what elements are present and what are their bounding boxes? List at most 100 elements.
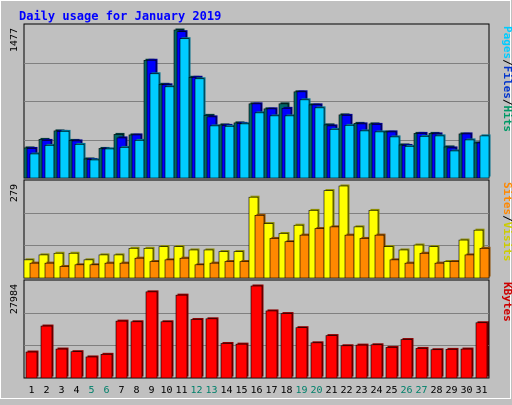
bar-pages bbox=[59, 131, 70, 179]
bar-sites bbox=[44, 262, 55, 279]
day-label: 24 bbox=[370, 385, 382, 396]
bar-sites bbox=[74, 264, 85, 279]
day-label: 11 bbox=[175, 385, 187, 396]
day-label: 7 bbox=[118, 385, 124, 396]
bar-pages bbox=[374, 131, 385, 179]
panel-max-value-label: 279 bbox=[9, 184, 20, 202]
panel-legend: Sites/Visits bbox=[501, 182, 512, 262]
panel-3: 27984 KBytes bbox=[9, 279, 512, 379]
bar-kbytes bbox=[175, 294, 188, 379]
day-label: 22 bbox=[340, 385, 352, 396]
bar-kbytes bbox=[430, 349, 443, 379]
bar-kbytes bbox=[475, 322, 488, 379]
legend-label: Sites bbox=[501, 182, 512, 215]
bar-kbytes bbox=[160, 321, 173, 379]
x-axis-day-labels: 1 2 3 4 5 6 7 8 9 10 11 12 13 14 15 16 17 18 19 20 21 22 23 24 2… bbox=[28, 385, 487, 396]
bar-pages bbox=[269, 115, 280, 179]
bar-sites bbox=[164, 259, 175, 279]
day-label: 28 bbox=[430, 385, 442, 396]
day-label: 15 bbox=[235, 385, 247, 396]
bar-sites bbox=[89, 264, 100, 279]
bar-kbytes bbox=[25, 351, 38, 379]
panel-2: 279 Sites/Visits bbox=[9, 179, 512, 279]
legend-label: Visits bbox=[501, 222, 512, 262]
day-label: 6 bbox=[103, 385, 109, 396]
bar-kbytes bbox=[220, 343, 233, 379]
bar-kbytes bbox=[340, 345, 353, 379]
bar-kbytes bbox=[310, 342, 323, 379]
bar-sites bbox=[344, 234, 355, 279]
bar-pages bbox=[104, 148, 115, 179]
bar-kbytes bbox=[205, 318, 218, 379]
bar-sites bbox=[359, 238, 370, 279]
bar-kbytes bbox=[460, 348, 473, 379]
bar-pages bbox=[29, 153, 40, 179]
panel-1: 1477 Pages/Files/Hits bbox=[9, 23, 512, 179]
bar-kbytes bbox=[355, 344, 368, 379]
bar-kbytes bbox=[445, 349, 458, 379]
day-label: 30 bbox=[460, 385, 472, 396]
day-label: 17 bbox=[265, 385, 277, 396]
bar-sites bbox=[269, 238, 280, 279]
bar-pages bbox=[434, 135, 445, 179]
bar-pages bbox=[44, 145, 55, 179]
day-label: 14 bbox=[220, 385, 232, 396]
bar-sites bbox=[149, 261, 160, 279]
day-label: 23 bbox=[355, 385, 367, 396]
bar-pages bbox=[194, 78, 205, 179]
bar-sites bbox=[419, 252, 430, 279]
day-label: 9 bbox=[148, 385, 154, 396]
day-label: 8 bbox=[133, 385, 139, 396]
bar-sites bbox=[299, 234, 310, 279]
bar-pages bbox=[239, 123, 250, 179]
bar-sites bbox=[464, 254, 475, 279]
bar-pages bbox=[224, 126, 235, 179]
bar-kbytes bbox=[40, 325, 53, 379]
bar-pages bbox=[179, 38, 190, 179]
bar-sites bbox=[314, 228, 325, 279]
bar-sites bbox=[209, 262, 220, 279]
bar-kbytes bbox=[325, 335, 338, 379]
bar-kbytes bbox=[145, 291, 158, 379]
bar-pages bbox=[464, 139, 475, 179]
bar-sites bbox=[374, 234, 385, 279]
day-label: 3 bbox=[58, 385, 64, 396]
bar-pages bbox=[74, 144, 85, 179]
legend-label: Files bbox=[501, 66, 512, 99]
legend-label: Hits bbox=[501, 106, 512, 133]
bar-pages bbox=[284, 115, 295, 179]
panel-legend: KBytes bbox=[501, 282, 512, 322]
bar-kbytes bbox=[85, 356, 98, 379]
bar-kbytes bbox=[115, 320, 128, 379]
bar-pages bbox=[419, 136, 430, 179]
day-label: 2 bbox=[43, 385, 49, 396]
bar-pages bbox=[119, 147, 130, 179]
bar-pages bbox=[209, 125, 220, 179]
bar-kbytes bbox=[415, 348, 428, 379]
day-label: 5 bbox=[88, 385, 94, 396]
bar-sites bbox=[404, 262, 415, 279]
panel-max-value-label: 1477 bbox=[9, 28, 20, 52]
bar-pages bbox=[329, 129, 340, 179]
day-label: 29 bbox=[445, 385, 457, 396]
bar-sites bbox=[29, 262, 40, 279]
bar-kbytes bbox=[265, 310, 278, 379]
bar-pages bbox=[164, 86, 175, 179]
panel-legend: Pages/Files/Hits bbox=[501, 26, 512, 132]
bar-sites bbox=[479, 248, 490, 279]
bar-sites bbox=[119, 262, 130, 279]
legend-label: / bbox=[501, 215, 512, 222]
bar-pages bbox=[359, 130, 370, 179]
bar-sites bbox=[284, 241, 295, 279]
bar-pages bbox=[479, 135, 490, 179]
bar-kbytes bbox=[385, 347, 398, 379]
bar-sites bbox=[329, 226, 340, 279]
day-label: 10 bbox=[160, 385, 172, 396]
bar-pages bbox=[299, 99, 310, 179]
chart-panels: 1477 Pages/Files/Hits 279 Sites/Visits 27984… bbox=[9, 23, 512, 379]
day-label: 21 bbox=[325, 385, 337, 396]
bar-kbytes bbox=[370, 344, 383, 379]
